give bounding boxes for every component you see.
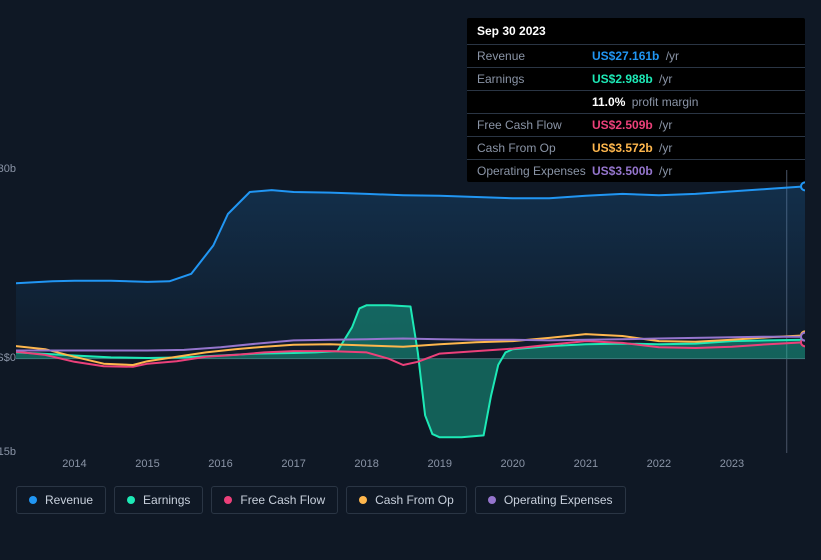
chart-legend: Revenue Earnings Free Cash Flow Cash From O… [16, 486, 626, 514]
tooltip-label [477, 95, 592, 109]
legend-item-operating-expenses[interactable]: Operating Expenses [475, 486, 626, 514]
y-tick-label: US$0 [0, 352, 16, 364]
legend-label: Earnings [143, 493, 190, 507]
x-tick-label: 2014 [62, 458, 86, 470]
legend-label: Operating Expenses [504, 493, 613, 507]
legend-item-free-cash-flow[interactable]: Free Cash Flow [211, 486, 338, 514]
legend-item-cash-from-op[interactable]: Cash From Op [346, 486, 467, 514]
legend-dot [224, 496, 232, 504]
x-tick-label: 2022 [647, 458, 671, 470]
tooltip-row: EarningsUS$2.988b /yr [467, 68, 805, 91]
tooltip-suffix: profit margin [628, 95, 698, 109]
x-tick-label: 2020 [501, 458, 525, 470]
tooltip-row: Free Cash FlowUS$2.509b /yr [467, 114, 805, 137]
tooltip-suffix: /yr [656, 141, 673, 155]
tooltip-row: RevenueUS$27.161b /yr [467, 45, 805, 68]
tooltip-value-wrap: US$2.509b /yr [592, 118, 672, 132]
x-tick-label: 2015 [135, 458, 159, 470]
tooltip-row: Cash From OpUS$3.572b /yr [467, 137, 805, 160]
x-tick-label: 2019 [427, 458, 451, 470]
tooltip-label: Revenue [477, 49, 592, 63]
tooltip-value: 11.0% [592, 95, 625, 109]
tooltip-value: US$2.509b [592, 118, 653, 132]
x-tick-label: 2018 [354, 458, 378, 470]
tooltip-value-wrap: 11.0% profit margin [592, 95, 698, 109]
tooltip-label: Cash From Op [477, 141, 592, 155]
x-tick-label: 2023 [720, 458, 744, 470]
legend-dot [488, 496, 496, 504]
tooltip-value-wrap: US$27.161b /yr [592, 49, 679, 63]
x-axis: 2014 2015 2016 2017 2018 2019 2020 2021 2022 2023 [16, 458, 805, 478]
tooltip-label: Free Cash Flow [477, 118, 592, 132]
tooltip-value-wrap: US$3.572b /yr [592, 141, 672, 155]
tooltip-row: 11.0% profit margin [467, 91, 805, 114]
tooltip-label: Earnings [477, 72, 592, 86]
tooltip-suffix: /yr [656, 118, 673, 132]
y-tick-label: -US$15b [0, 446, 16, 458]
tooltip-value: US$3.572b [592, 141, 653, 155]
y-tick-label: US$30b [0, 163, 16, 175]
legend-dot [127, 496, 135, 504]
tooltip-suffix: /yr [656, 72, 673, 86]
legend-dot [359, 496, 367, 504]
tooltip-suffix: /yr [662, 49, 679, 63]
legend-label: Cash From Op [375, 493, 454, 507]
legend-label: Revenue [45, 493, 93, 507]
series-end-marker [801, 333, 805, 341]
tooltip-date: Sep 30 2023 [467, 18, 805, 45]
x-tick-label: 2016 [208, 458, 232, 470]
series-end-marker [801, 182, 805, 190]
legend-item-revenue[interactable]: Revenue [16, 486, 106, 514]
tooltip-value: US$27.161b [592, 49, 659, 63]
financials-chart[interactable]: US$30bUS$0-US$15b 2014201520162017201820… [16, 160, 805, 514]
chart-plot [16, 170, 805, 453]
tooltip-value: US$2.988b [592, 72, 653, 86]
x-tick-label: 2017 [281, 458, 305, 470]
x-tick-label: 2021 [574, 458, 598, 470]
chart-tooltip: Sep 30 2023 RevenueUS$27.161b /yrEarning… [467, 18, 805, 182]
legend-label: Free Cash Flow [240, 493, 325, 507]
legend-dot [29, 496, 37, 504]
tooltip-value-wrap: US$2.988b /yr [592, 72, 672, 86]
legend-item-earnings[interactable]: Earnings [114, 486, 203, 514]
